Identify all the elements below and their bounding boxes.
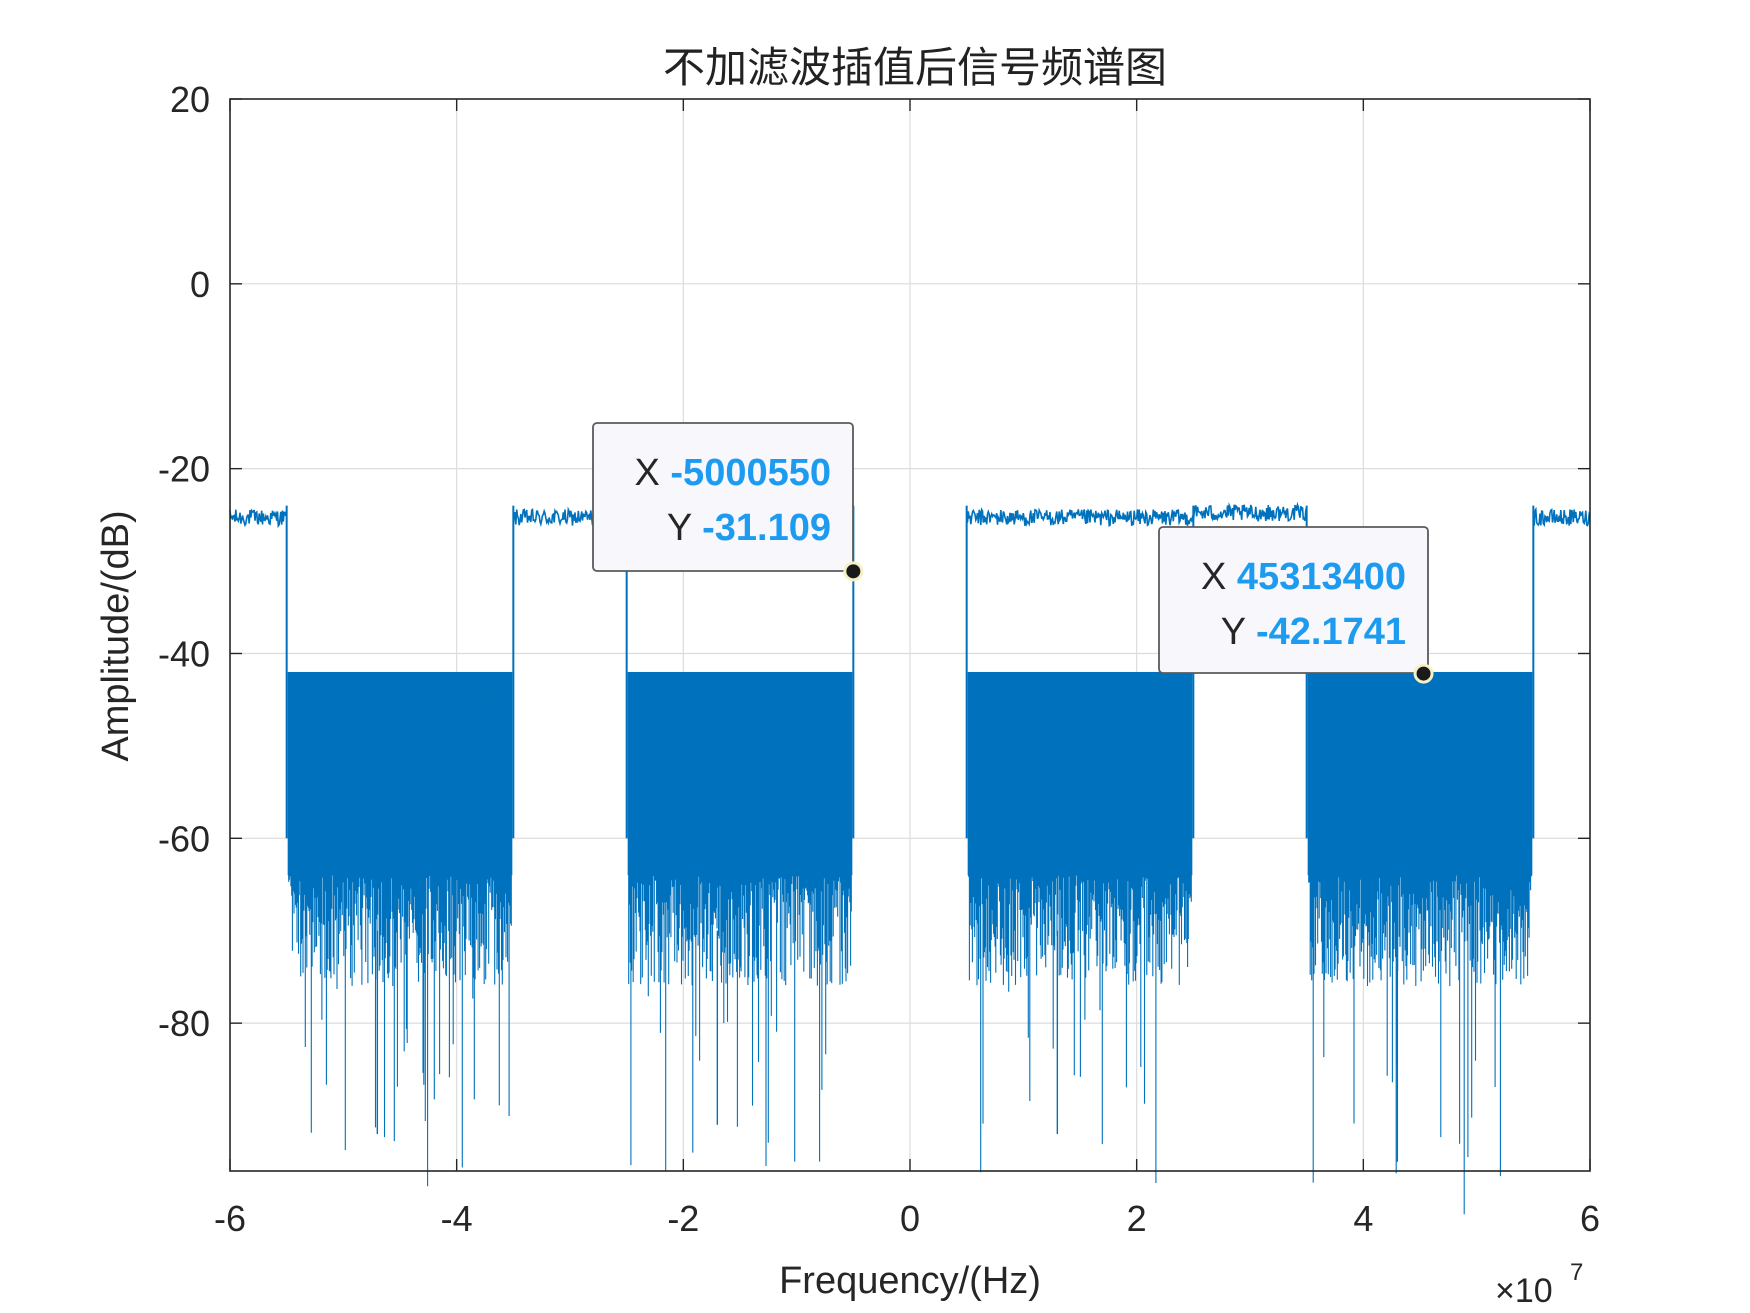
datatip-x-label: X <box>1201 556 1237 598</box>
series-line <box>229 501 1591 1215</box>
stopband-noise <box>968 672 1192 1183</box>
y-tick-label: -80 <box>158 1003 210 1044</box>
tick-marks <box>229 98 1591 1171</box>
x-tick-label: 0 <box>900 1198 920 1239</box>
datatip-x-value: -5000550 <box>670 452 831 494</box>
y-tick-label: -40 <box>158 633 210 674</box>
y-tick-label: -60 <box>158 818 210 859</box>
passband-trace <box>1192 501 1308 522</box>
stopband-noise <box>288 672 512 1187</box>
datatip-marker <box>1413 663 1434 684</box>
x-tick-labels: -6 -4 -2 0 2 4 6 <box>214 1198 1600 1239</box>
passband-trace <box>229 508 288 529</box>
chart-title: 不加滤波插值后信号频谱图 <box>663 43 1167 92</box>
datatip-box <box>592 422 854 572</box>
y-axis-label: Amplitude/(dB) <box>95 510 137 761</box>
y-tick-labels: -80 -60 -40 -20 0 20 <box>158 79 210 1044</box>
datatip-x-row: X 45313400 <box>1201 556 1406 598</box>
datatip-x-label: X <box>635 452 671 494</box>
datatip-y-value: -31.109 <box>702 507 831 549</box>
datatip-x-row: X -5000550 <box>635 452 832 494</box>
x-exponent-power: 7 <box>1570 1259 1583 1286</box>
stopband-noise <box>628 672 852 1172</box>
datatip-box <box>1158 526 1429 674</box>
passband-trace <box>966 507 1194 527</box>
x-tick-label: -4 <box>441 1198 473 1239</box>
x-tick-label: 2 <box>1127 1198 1147 1239</box>
x-tick-label: 4 <box>1353 1198 1373 1239</box>
datatip-y-label: Y <box>667 507 702 549</box>
x-axis-label: Frequency/(Hz) <box>779 1260 1041 1302</box>
passband-trace <box>1532 506 1591 528</box>
datatip-y-row: Y -42.1741 <box>1221 611 1406 653</box>
datatip-y-value: -42.1741 <box>1256 611 1406 653</box>
datatip: X 45313400 Y -42.1741 <box>1158 526 1434 684</box>
y-tick-label: 20 <box>170 79 210 120</box>
x-exponent-base: ×10 <box>1495 1272 1553 1310</box>
x-tick-label: 6 <box>1580 1198 1600 1239</box>
x-tick-label: -2 <box>667 1198 699 1239</box>
datatip-x-value: 45313400 <box>1237 556 1406 598</box>
datatip-y-row: Y -31.109 <box>667 507 831 549</box>
y-tick-label: -20 <box>158 449 210 490</box>
datatip-marker <box>843 561 864 582</box>
y-tick-label: 0 <box>190 264 210 305</box>
datatip: X -5000550 Y -31.109 <box>592 422 864 582</box>
datatips: X -5000550 Y -31.109 X 45313400 Y -42.1741 <box>592 422 1434 684</box>
x-tick-label: -6 <box>214 1198 246 1239</box>
x-exponent: ×10 7 <box>1495 1259 1583 1310</box>
datatip-y-label: Y <box>1221 611 1256 653</box>
stopband-noise <box>1308 672 1532 1215</box>
